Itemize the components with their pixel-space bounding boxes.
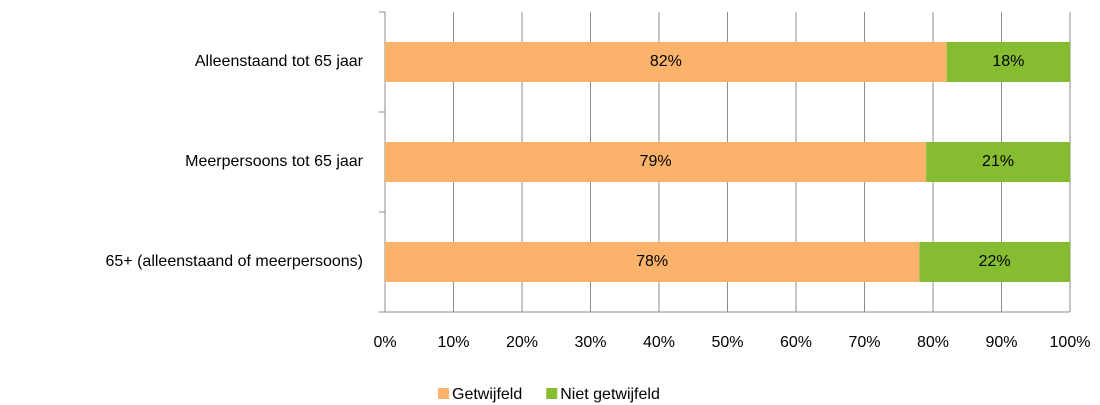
value-label: 78% — [636, 253, 668, 270]
bar-segment — [946, 42, 1070, 82]
x-tick-label: 10% — [437, 334, 469, 351]
value-label: 22% — [979, 253, 1011, 270]
bar-segment — [919, 242, 1070, 282]
bar-segment — [926, 142, 1070, 182]
y-tick-label: Meerpersoons tot 65 jaar — [185, 153, 364, 170]
x-tick-label: 30% — [574, 334, 606, 351]
legend-swatch — [546, 388, 558, 399]
legend-swatch — [438, 388, 449, 399]
value-label: 21% — [982, 153, 1014, 170]
x-tick-label: 0% — [373, 334, 396, 351]
x-tick-label: 100% — [1050, 334, 1091, 351]
value-label: 82% — [650, 53, 682, 70]
x-tick-label: 80% — [917, 334, 949, 351]
x-tick-label: 70% — [848, 334, 880, 351]
x-tick-label: 50% — [711, 334, 743, 351]
value-label: 18% — [992, 53, 1024, 70]
legend-label: Getwijfeld — [452, 386, 522, 403]
x-tick-label: 60% — [780, 334, 812, 351]
bar-segment — [385, 242, 920, 282]
x-tick-label: 20% — [506, 334, 538, 351]
x-tick-label: 90% — [985, 334, 1017, 351]
y-tick-label: 65+ (alleenstaand of meerpersoons) — [106, 253, 364, 270]
bar-segment — [385, 42, 947, 82]
value-label: 79% — [640, 153, 672, 170]
y-tick-label: Alleenstaand tot 65 jaar — [195, 53, 364, 70]
bar-segment — [385, 142, 927, 182]
legend-label: Niet getwijfeld — [560, 386, 660, 403]
x-tick-label: 40% — [643, 334, 675, 351]
